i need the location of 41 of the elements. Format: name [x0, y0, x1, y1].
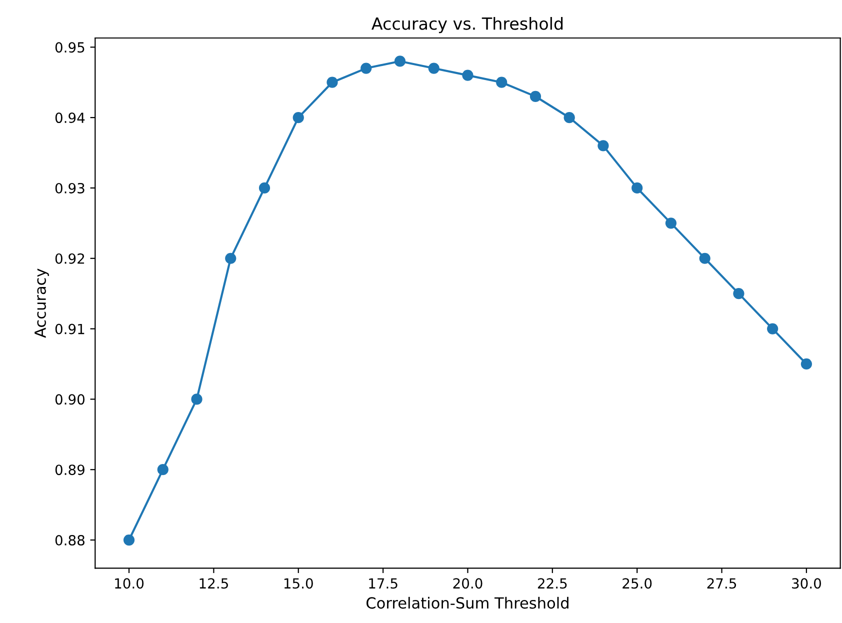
- x-tick-label: 25.0: [622, 578, 652, 589]
- y-tick-label: 0.90: [55, 394, 84, 405]
- point: [326, 76, 338, 88]
- x-tick-label: 22.5: [538, 578, 567, 589]
- x-tick-label: 27.5: [707, 578, 736, 589]
- y-tick-label: 0.95: [55, 42, 84, 53]
- point: [733, 288, 744, 300]
- point: [699, 252, 710, 264]
- y-tick-label: 0.89: [55, 464, 84, 476]
- y-tick-label: 0.93: [55, 182, 84, 194]
- point: [564, 112, 575, 124]
- x-tick-label: 15.0: [284, 578, 313, 589]
- point: [157, 464, 168, 476]
- point: [632, 182, 643, 194]
- point: [462, 70, 474, 81]
- point: [800, 358, 812, 370]
- y-tick-label: 0.92: [55, 253, 84, 264]
- x-tick-label: 17.5: [369, 578, 398, 589]
- point: [530, 90, 542, 102]
- y-axis-title: Accuracy: [34, 268, 49, 338]
- point: [292, 112, 304, 124]
- x-tick-label: 20.0: [453, 578, 482, 589]
- point: [496, 76, 508, 88]
- point: [598, 140, 609, 152]
- point: [428, 62, 440, 74]
- y-tick-label: 0.91: [55, 324, 84, 334]
- x-axis-title: Correlation-Sum Threshold: [366, 596, 568, 609]
- x-tick-label: 12.5: [200, 578, 228, 589]
- point: [191, 394, 202, 405]
- chart-title: Accuracy vs. Threshold: [372, 17, 563, 34]
- point: [225, 252, 236, 264]
- point: [258, 182, 270, 194]
- point: [665, 218, 677, 229]
- x-tick-label: 30.0: [792, 578, 821, 589]
- point: [360, 62, 372, 74]
- point: [123, 534, 135, 546]
- x-tick-label: 10.0: [115, 578, 144, 589]
- y-tick-label: 0.94: [55, 112, 85, 124]
- point: [394, 56, 406, 67]
- point: [767, 323, 778, 334]
- y-tick-label: 0.88: [55, 534, 84, 546]
